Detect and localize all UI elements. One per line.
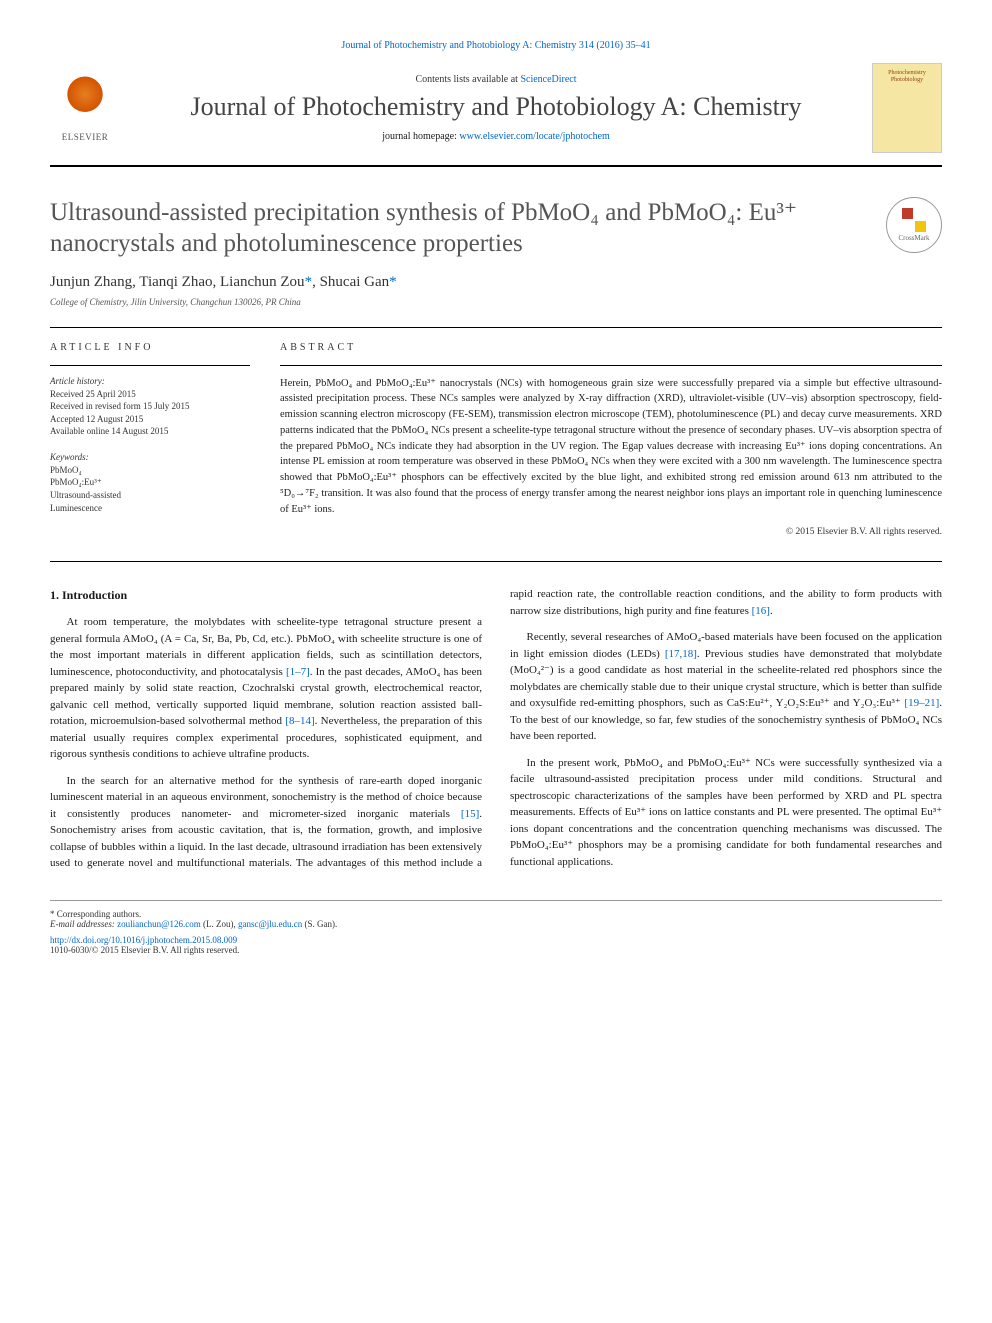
email1-name: (L. Zou), [201,919,238,929]
authors-sep: , Shucai Gan [312,274,389,290]
author-list: Junjun Zhang, Tianqi Zhao, Lianchun Zou*… [50,274,942,291]
crossmark-icon [902,208,926,232]
history-item: Received in revised form 15 July 2015 [50,400,250,413]
history-label: Article history: [50,376,250,386]
ref-link[interactable]: [19–21] [904,697,939,709]
email-link-1[interactable]: zoulianchun@126.com [117,919,201,929]
body-text: 1. Introduction At room temperature, the… [50,586,942,876]
corr-mark-1[interactable]: * [305,274,313,290]
homepage-link[interactable]: www.elsevier.com/locate/jphotochem [459,131,609,142]
body-paragraph: At room temperature, the molybdates with… [50,614,482,763]
keyword-item: PbMoO₄:Eu³⁺ [50,476,250,489]
doi-line: http://dx.doi.org/10.1016/j.jphotochem.2… [50,935,942,945]
history-item: Available online 14 August 2015 [50,425,250,438]
journal-cover-thumbnail: Photochemistry Photobiology [872,63,942,153]
divider [50,561,942,562]
body-paragraph: Recently, several researches of AMoO₄-ba… [510,629,942,745]
crossmark-badge[interactable]: CrossMark [886,197,942,253]
intro-heading: 1. Introduction [50,586,482,604]
p2c: . [770,605,773,617]
elsevier-logo: ELSEVIER [50,68,120,148]
ref-link[interactable]: [8–14] [285,715,314,727]
abstract-text: Herein, PbMoO₄ and PbMoO₄:Eu³⁺ nanocryst… [280,376,942,518]
ref-link[interactable]: [15] [461,808,479,820]
keywords-label: Keywords: [50,452,250,462]
ref-link[interactable]: [1–7] [286,666,310,678]
keyword-item: Ultrasound-assisted [50,489,250,502]
email-label: E-mail addresses: [50,919,117,929]
doi-link[interactable]: http://dx.doi.org/10.1016/j.jphotochem.2… [50,935,237,945]
article-title: Ultrasound-assisted precipitation synthe… [50,197,866,260]
contents-line: Contents lists available at ScienceDirec… [140,74,852,85]
top-journal-link: Journal of Photochemistry and Photobiolo… [50,40,942,51]
abstract-copyright: © 2015 Elsevier B.V. All rights reserved… [280,527,942,537]
article-info-sidebar: ARTICLE INFO Article history: Received 2… [50,342,250,538]
sciencedirect-link[interactable]: ScienceDirect [520,74,576,85]
cover-title-1: Photochemistry [888,70,926,77]
homepage-prefix: journal homepage: [382,131,459,142]
ref-link[interactable]: [17,18] [665,648,697,660]
abstract-label: ABSTRACT [280,342,942,353]
elsevier-text: ELSEVIER [62,132,109,142]
journal-citation-link[interactable]: Journal of Photochemistry and Photobiolo… [341,40,650,51]
crossmark-label: CrossMark [898,234,929,242]
corresponding-authors-label: * Corresponding authors. [50,909,942,919]
corr-mark-2[interactable]: * [389,274,397,290]
elsevier-tree-icon [60,75,110,130]
cover-title-2: Photobiology [891,77,923,84]
issn-line: 1010-6030/© 2015 Elsevier B.V. All right… [50,945,942,955]
email2-name: (S. Gan). [302,919,337,929]
ref-link[interactable]: [16] [752,605,770,617]
journal-name: Journal of Photochemistry and Photobiolo… [140,91,852,122]
authors-text: Junjun Zhang, Tianqi Zhao, Lianchun Zou [50,274,305,290]
body-paragraph: In the present work, PbMoO₄ and PbMoO₄:E… [510,755,942,871]
affiliation: College of Chemistry, Jilin University, … [50,297,942,307]
email-link-2[interactable]: gansc@jlu.edu.cn [238,919,302,929]
abstract-section: ABSTRACT Herein, PbMoO₄ and PbMoO₄:Eu³⁺ … [280,342,942,538]
keyword-item: Luminescence [50,502,250,515]
history-item: Accepted 12 August 2015 [50,413,250,426]
masthead: ELSEVIER Contents lists available at Sci… [50,63,942,167]
history-item: Received 25 April 2015 [50,388,250,401]
contents-prefix: Contents lists available at [415,74,520,85]
p2a: In the search for an alternative method … [50,775,482,820]
email-line: E-mail addresses: zoulianchun@126.com (L… [50,919,942,929]
footer: * Corresponding authors. E-mail addresse… [50,900,942,955]
keyword-item: PbMoO₄ [50,464,250,477]
homepage-line: journal homepage: www.elsevier.com/locat… [140,131,852,142]
article-info-label: ARTICLE INFO [50,342,250,353]
